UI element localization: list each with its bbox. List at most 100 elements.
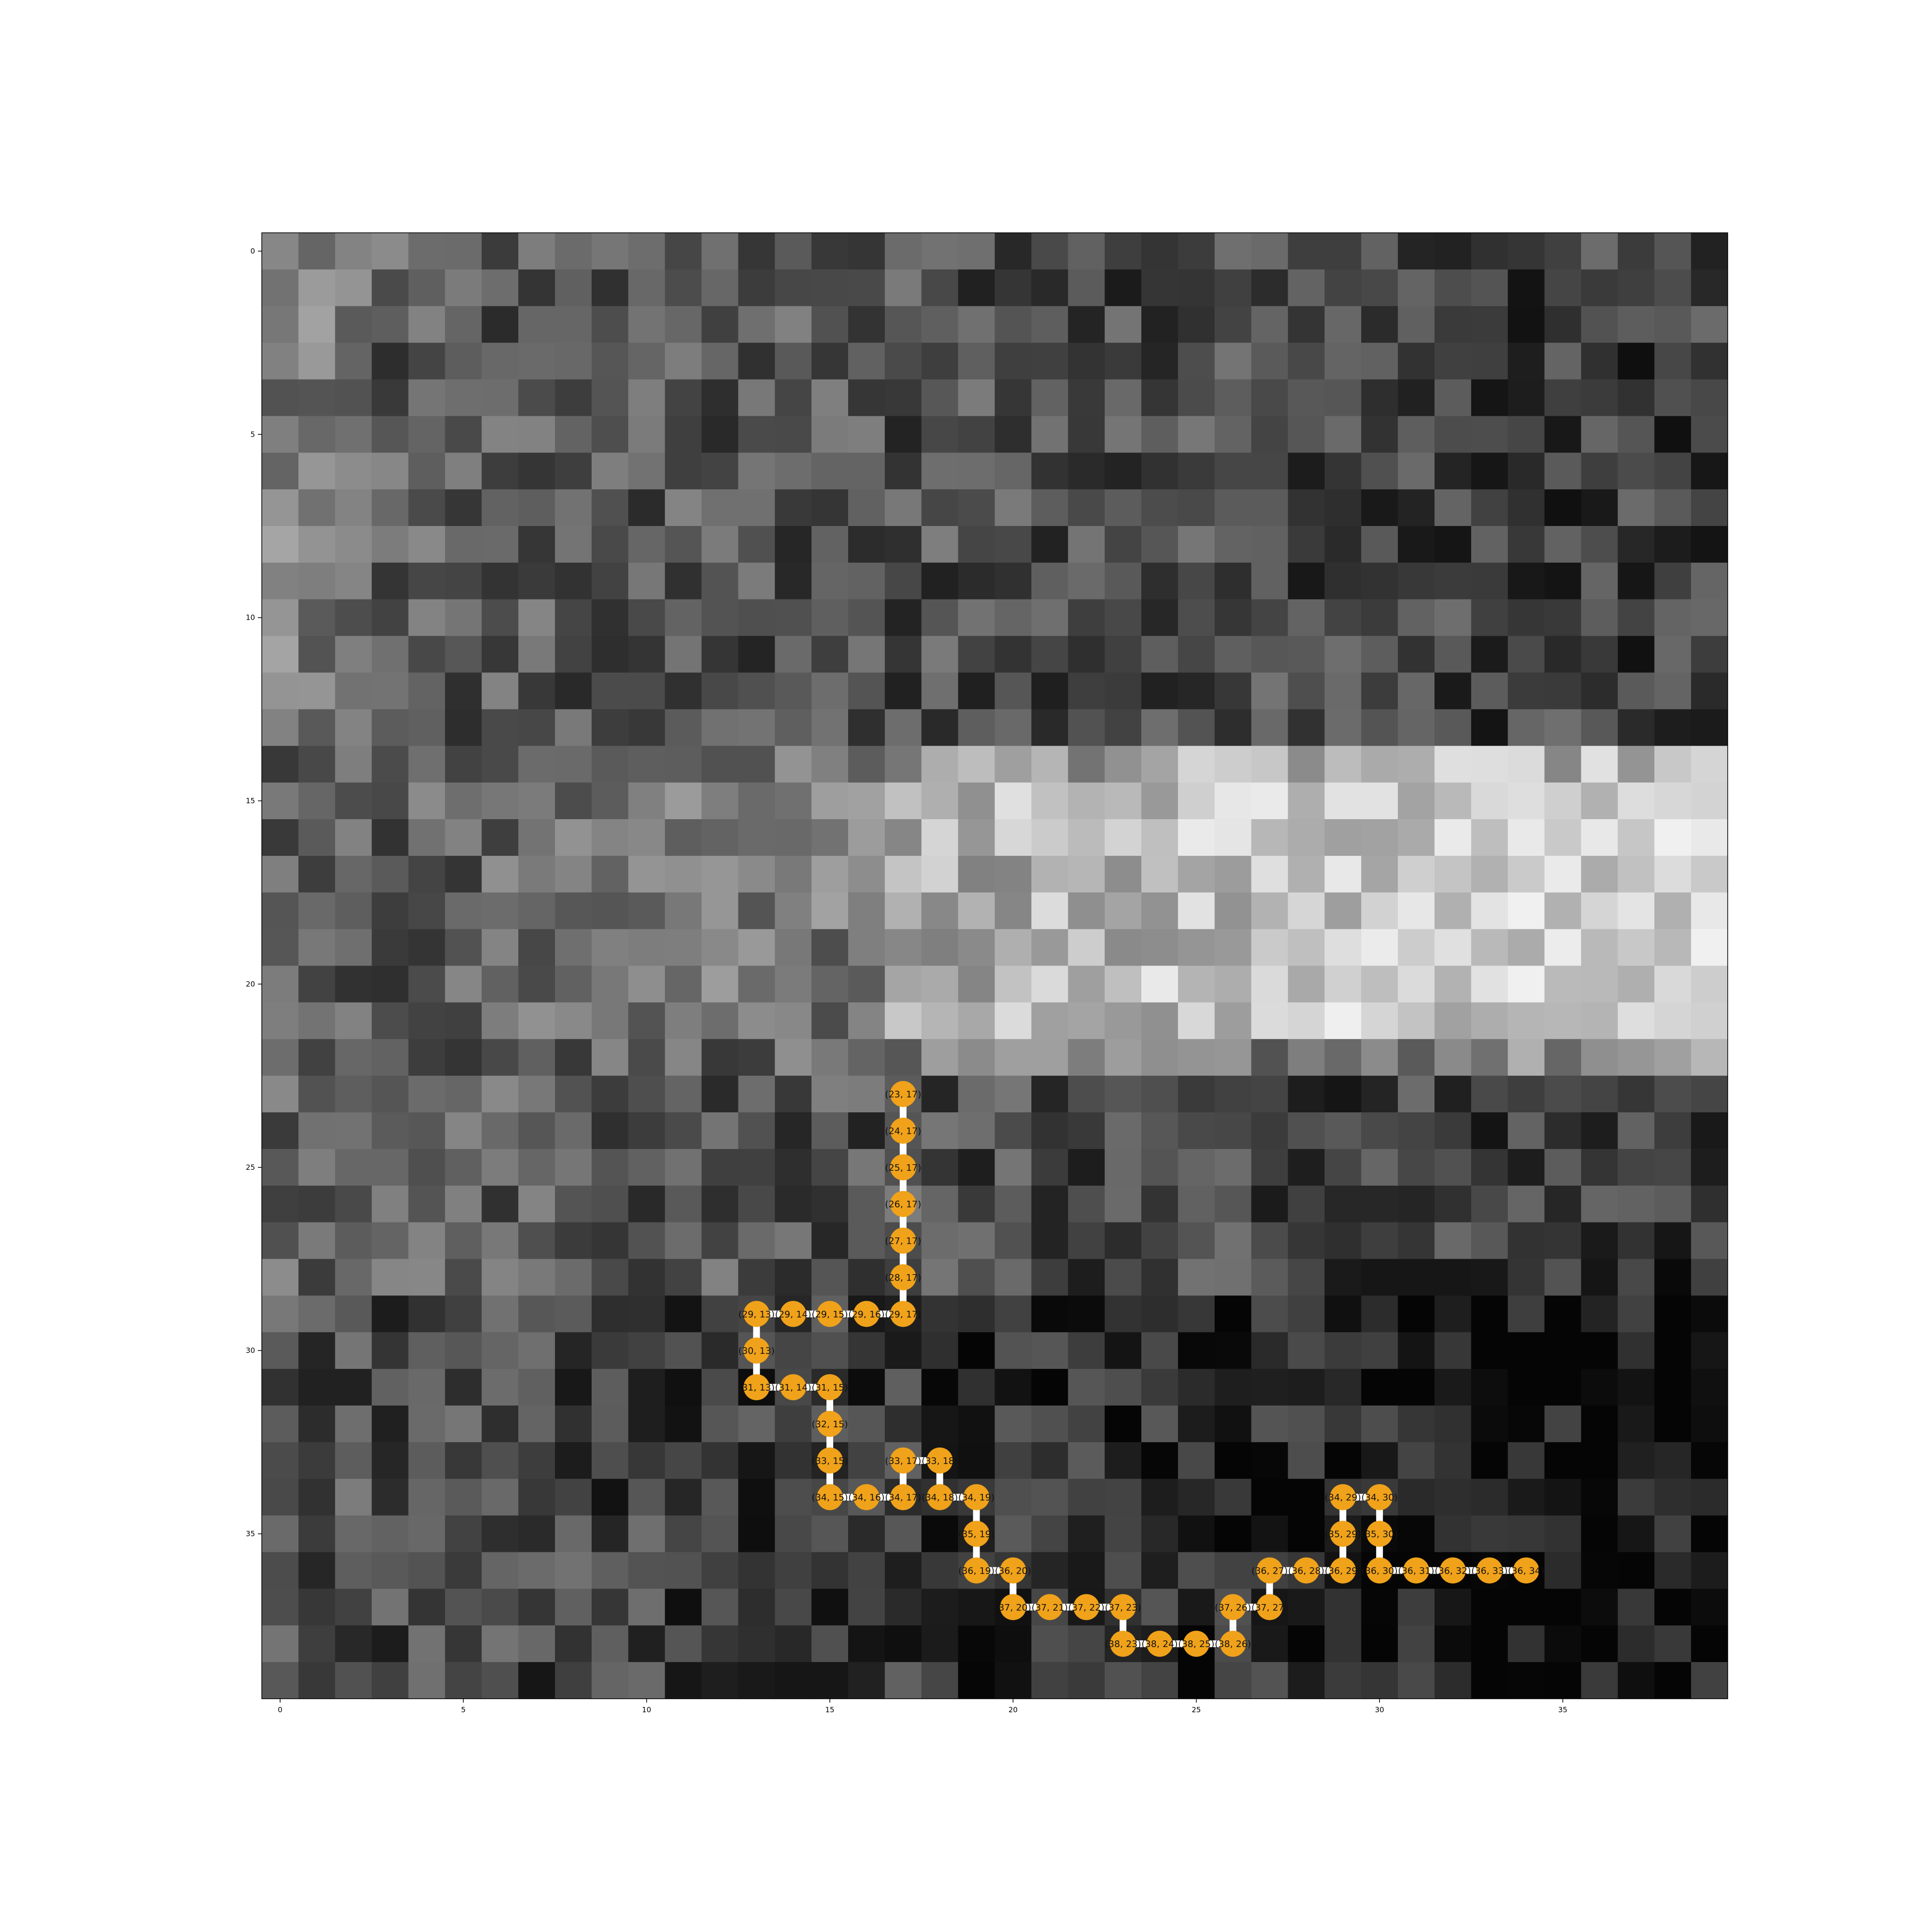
heatmap-cell — [298, 526, 336, 563]
heatmap-cell — [775, 1625, 812, 1662]
heatmap-cell — [335, 1406, 372, 1443]
heatmap-cell — [665, 526, 702, 563]
heatmap-cell — [518, 966, 555, 1003]
heatmap-cell — [1288, 1222, 1325, 1260]
heatmap-cell — [1435, 342, 1472, 380]
heatmap-cell — [1361, 746, 1398, 783]
path-node-label: (36, 20) — [995, 1565, 1031, 1576]
heatmap-cell — [1288, 1589, 1325, 1626]
heatmap-cell — [408, 1369, 445, 1406]
heatmap-cell — [958, 489, 995, 526]
heatmap-cell — [1581, 453, 1618, 490]
heatmap-cell — [408, 1332, 445, 1369]
heatmap-cell — [994, 1185, 1032, 1223]
heatmap-cell — [811, 1149, 849, 1186]
heatmap-cell — [1618, 1369, 1655, 1406]
heatmap-cell — [775, 416, 812, 453]
heatmap-cell — [628, 379, 666, 416]
heatmap-cell — [335, 709, 372, 746]
heatmap-cell — [1361, 1406, 1398, 1443]
heatmap-cell — [335, 269, 372, 307]
x-axis-ticks: 0 5 10 15 20 25 30 35 — [278, 1699, 1567, 1714]
heatmap-cell — [1324, 1442, 1362, 1479]
heatmap-cell — [994, 1515, 1032, 1553]
heatmap-cell — [628, 453, 666, 490]
heatmap-cell — [1544, 855, 1582, 893]
heatmap-cell — [262, 526, 299, 563]
path-node-label: (36, 27) — [1251, 1565, 1288, 1576]
heatmap-cell — [1398, 562, 1435, 600]
heatmap-cell — [884, 709, 922, 746]
heatmap-cell — [262, 746, 299, 783]
heatmap-cell — [1178, 1149, 1215, 1186]
heatmap-cell — [1141, 892, 1179, 930]
heatmap-cell — [1324, 416, 1362, 453]
heatmap-cell — [1361, 526, 1398, 563]
heatmap-cell — [665, 966, 702, 1003]
heatmap-cell — [1251, 1478, 1289, 1516]
heatmap-cell — [1251, 819, 1289, 856]
heatmap-cell — [1214, 453, 1252, 490]
heatmap-cell — [628, 1478, 666, 1516]
heatmap-cell — [701, 1369, 739, 1406]
heatmap-cell — [811, 1076, 849, 1113]
heatmap-cell — [1398, 269, 1435, 307]
heatmap-cells — [262, 233, 1728, 1699]
heatmap-cell — [1471, 453, 1508, 490]
heatmap-cell — [848, 1222, 885, 1260]
heatmap-cell — [262, 1149, 299, 1186]
heatmap-cell — [1288, 526, 1325, 563]
heatmap-cell — [1324, 306, 1362, 343]
heatmap-cell — [371, 489, 409, 526]
heatmap-cell — [1324, 453, 1362, 490]
heatmap-cell — [994, 1076, 1032, 1113]
heatmap-cell — [1618, 453, 1655, 490]
path-node: (34, 30) — [1362, 1484, 1398, 1510]
heatmap-cell — [298, 1625, 336, 1662]
heatmap-cell — [1544, 562, 1582, 600]
heatmap-cell — [591, 1662, 629, 1699]
heatmap-cell — [921, 819, 959, 856]
heatmap-cell — [775, 1442, 812, 1479]
heatmap-cell — [1398, 1369, 1435, 1406]
heatmap-cell — [1361, 1589, 1398, 1626]
heatmap-cell — [518, 636, 555, 673]
heatmap-cell — [1507, 855, 1545, 893]
heatmap-cell — [1361, 1625, 1398, 1662]
heatmap-cell — [628, 1295, 666, 1333]
heatmap-cell — [1618, 562, 1655, 600]
heatmap-cell — [1435, 1222, 1472, 1260]
heatmap-cell — [555, 1002, 592, 1039]
heatmap-cell — [262, 782, 299, 820]
heatmap-cell — [1288, 1259, 1325, 1296]
path-node: (31, 14) — [775, 1374, 811, 1401]
heatmap-cell — [1068, 562, 1105, 600]
heatmap-cell — [1691, 1332, 1728, 1369]
path-node-label: (33, 15) — [811, 1456, 848, 1466]
path-node-label: (35, 29) — [1325, 1529, 1361, 1540]
heatmap-cell — [591, 892, 629, 930]
heatmap-cell — [1031, 1112, 1068, 1150]
heatmap-cell — [1105, 782, 1142, 820]
heatmap-cell — [1068, 1332, 1105, 1369]
path-node-marker — [963, 1557, 990, 1584]
heatmap-cell — [1544, 453, 1582, 490]
heatmap-cell — [518, 1002, 555, 1039]
path-node-label: (38, 26) — [1215, 1639, 1251, 1649]
heatmap-cell — [1471, 379, 1508, 416]
heatmap-cell — [298, 855, 336, 893]
heatmap-cell — [371, 929, 409, 966]
heatmap-cell — [1105, 1002, 1142, 1039]
heatmap-cell — [1031, 1185, 1068, 1223]
path-node: (38, 23) — [1105, 1631, 1141, 1657]
heatmap-cell — [445, 1406, 482, 1443]
path-node: (31, 15) — [811, 1374, 848, 1401]
heatmap-cell — [298, 1259, 336, 1296]
axes-frame — [261, 232, 1728, 1699]
heatmap-cell — [555, 819, 592, 856]
heatmap-cell — [1105, 1369, 1142, 1406]
heatmap-cell — [1324, 1112, 1362, 1150]
heatmap-cell — [371, 1112, 409, 1150]
heatmap-cell — [1398, 746, 1435, 783]
heatmap-cell — [958, 1039, 995, 1076]
